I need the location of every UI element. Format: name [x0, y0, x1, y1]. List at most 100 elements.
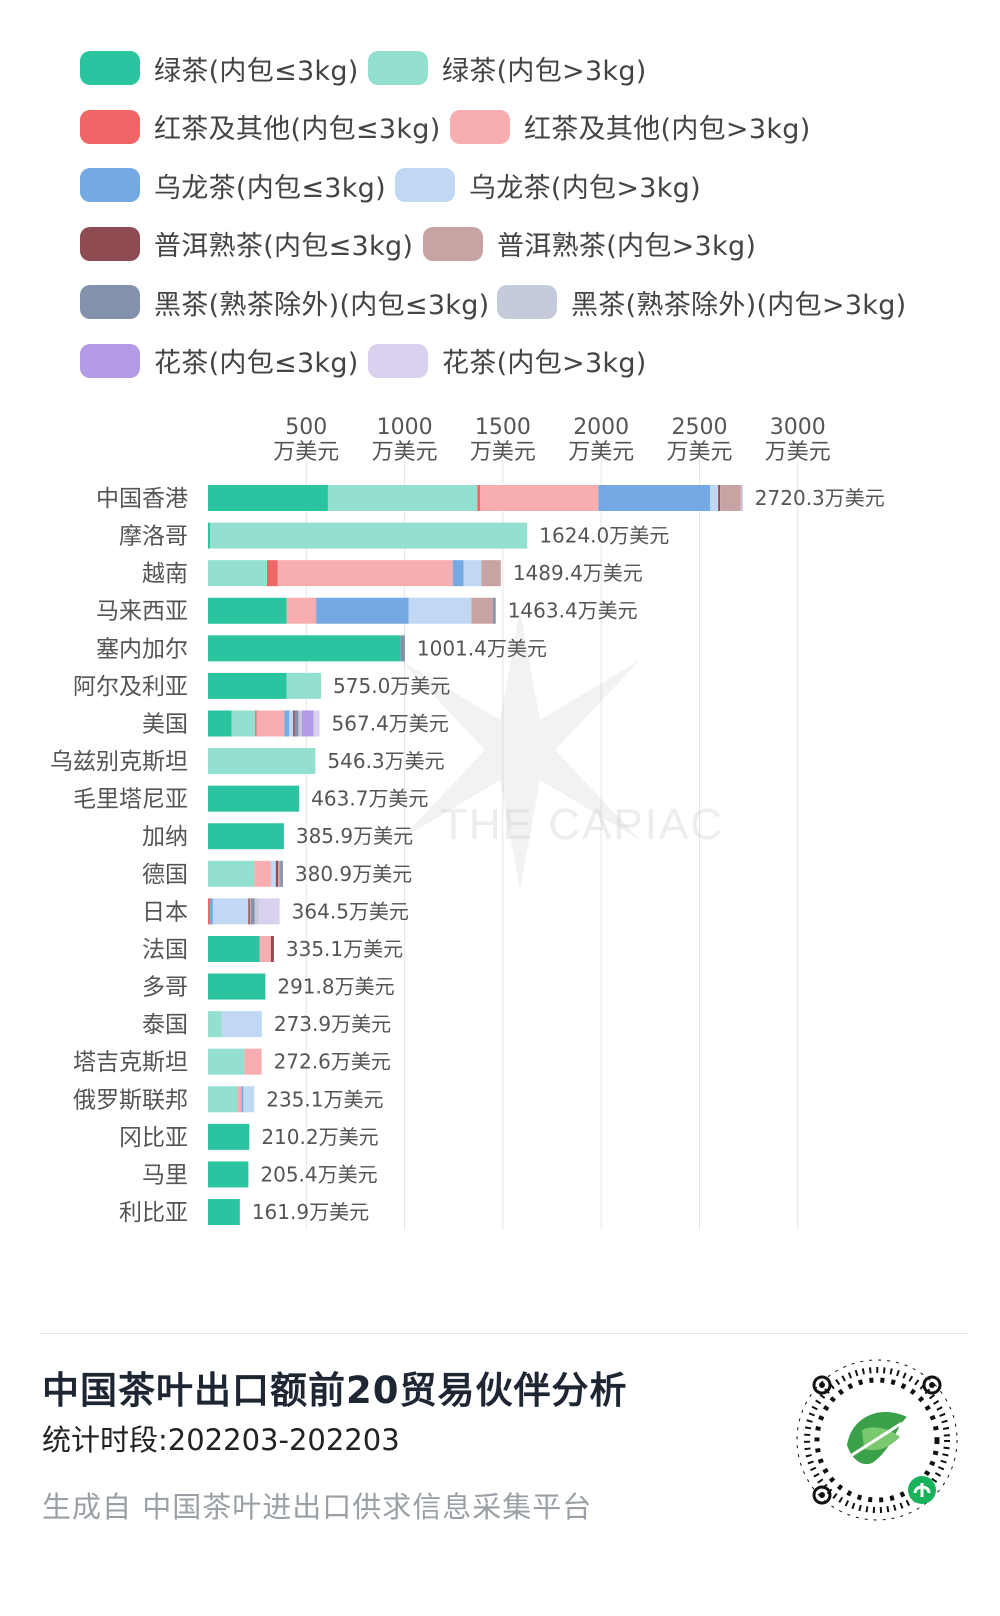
- value-label: 364.5万美元: [292, 899, 409, 923]
- x-tick-label: 万美元: [273, 440, 339, 465]
- legend-swatch: [423, 226, 483, 261]
- category-label: 塔吉克斯坦: [73, 1050, 188, 1076]
- stacked-bar-chart: 500 万美元 1000 万美元 1500 万美元 2000 万美元 2500 万美元 3000 万美…: [0, 400, 1000, 1300]
- legend-row: 乌龙茶(内包≤3kg) 乌龙茶(内包>3kg): [80, 165, 980, 224]
- report-period: 统计时段:202203-202203: [42, 1423, 400, 1457]
- bar-segment: [244, 1048, 262, 1075]
- bar-segment: [208, 1199, 240, 1226]
- bar-segment: [289, 710, 294, 737]
- category-label: 日本: [142, 899, 188, 925]
- legend-label: 花茶(内包≤3kg): [154, 348, 359, 380]
- x-tick-label: 万美元: [568, 440, 634, 465]
- value-label: 575.0万美元: [333, 674, 450, 698]
- bar-segment: [212, 898, 249, 925]
- legend-row: 黑茶(熟茶除外)(内包≤3kg) 黑茶(熟茶除外)(内包>3kg): [80, 282, 980, 341]
- legend-label: 红茶及其他(内包>3kg): [524, 114, 811, 146]
- bar-segment: [259, 898, 280, 925]
- bar-segment: [313, 710, 320, 737]
- bar-segment: [243, 1086, 255, 1113]
- bar-segment: [208, 1161, 249, 1188]
- bar-segment: [208, 485, 328, 511]
- value-label: 205.4万美元: [260, 1162, 377, 1186]
- x-tick-label: 2500: [672, 415, 728, 440]
- bar-segment: [286, 597, 317, 624]
- legend-item[interactable]: 普洱熟茶(内包>3kg): [423, 224, 756, 264]
- legend-item[interactable]: 黑茶(熟茶除外)(内包>3kg): [497, 282, 907, 322]
- bar-segment: [208, 560, 267, 587]
- bar-segment: [248, 898, 250, 925]
- bar-segment: [471, 597, 494, 624]
- bar-segment: [231, 710, 256, 737]
- x-tick-label: 1000: [377, 415, 433, 440]
- legend-label: 乌龙茶(内包>3kg): [469, 172, 701, 204]
- value-label: 291.8万美元: [277, 975, 394, 999]
- value-label: 546.3万美元: [327, 749, 444, 773]
- bar-segment: [208, 860, 255, 887]
- bar-segment: [481, 560, 501, 587]
- bar-segment: [270, 935, 274, 962]
- bar-segment: [710, 485, 719, 511]
- mini-program-qr-code[interactable]: [792, 1355, 962, 1525]
- legend-item[interactable]: 花茶(内包>3kg): [368, 341, 647, 381]
- category-label: 法国: [142, 937, 188, 963]
- value-label: 335.1万美元: [286, 937, 403, 961]
- bar-segment: [278, 860, 281, 887]
- bar-segment: [208, 785, 300, 812]
- bar-segment: [259, 935, 271, 962]
- value-label: 385.9万美元: [296, 824, 413, 848]
- value-label: 235.1万美元: [266, 1087, 383, 1111]
- category-label: 中国香港: [96, 486, 188, 512]
- value-label: 210.2万美元: [261, 1125, 378, 1149]
- legend-swatch: [80, 343, 140, 378]
- footer-divider: [40, 1333, 968, 1334]
- value-label: 463.7万美元: [311, 787, 428, 811]
- bar-segment: [254, 860, 271, 887]
- legend-row: 普洱熟茶(内包≤3kg) 普洱熟茶(内包>3kg): [80, 224, 980, 283]
- legend-swatch: [80, 285, 140, 320]
- legend-item[interactable]: 乌龙茶(内包>3kg): [395, 165, 701, 205]
- bar-segment: [208, 710, 232, 737]
- bar-segment: [400, 635, 405, 662]
- category-label: 摩洛哥: [119, 524, 188, 550]
- category-label: 马来西亚: [96, 599, 188, 625]
- bar-segment: [208, 597, 287, 624]
- category-label: 泰国: [142, 1012, 188, 1038]
- legend-swatch: [368, 51, 428, 85]
- bar-segment: [718, 485, 721, 511]
- legend-item[interactable]: 红茶及其他(内包≤3kg): [80, 107, 441, 147]
- legend-row: 绿茶(内包≤3kg) 绿茶(内包>3kg): [80, 48, 980, 107]
- category-label: 美国: [142, 711, 188, 737]
- legend-item[interactable]: 乌龙茶(内包≤3kg): [80, 165, 386, 205]
- x-tick-label: 1500: [475, 415, 531, 440]
- legend-item[interactable]: 绿茶(内包≤3kg): [80, 48, 359, 88]
- bar-segment: [208, 1123, 250, 1150]
- legend-label: 黑茶(熟茶除外)(内包≤3kg): [154, 289, 490, 321]
- x-tick-label: 万美元: [470, 440, 536, 465]
- bar-segment: [480, 485, 599, 511]
- x-tick-label: 3000: [770, 415, 826, 440]
- category-label: 乌兹别克斯坦: [50, 749, 188, 775]
- report-source: 生成自 中国茶叶进出口供求信息采集平台: [42, 1490, 593, 1524]
- category-label: 毛里塔尼亚: [73, 787, 188, 813]
- bar-segment: [740, 485, 743, 511]
- legend-item[interactable]: 普洱熟茶(内包≤3kg): [80, 224, 413, 264]
- legend-item[interactable]: 花茶(内包≤3kg): [80, 341, 359, 381]
- legend-item[interactable]: 黑茶(熟茶除外)(内包≤3kg): [80, 282, 490, 322]
- legend-swatch: [80, 226, 140, 261]
- bar-segment: [250, 898, 255, 925]
- bar-segment: [301, 710, 314, 737]
- bar-segment: [286, 672, 322, 699]
- legend-item[interactable]: 绿茶(内包>3kg): [368, 48, 647, 88]
- bar-segment: [477, 485, 481, 511]
- legend-label: 普洱熟茶(内包≤3kg): [154, 231, 414, 263]
- legend-label: 花茶(内包>3kg): [442, 348, 647, 380]
- legend-item[interactable]: 红茶及其他(内包>3kg): [450, 107, 811, 147]
- category-label: 越南: [142, 561, 188, 587]
- value-label: 2720.3万美元: [755, 486, 885, 510]
- legend-swatch: [450, 109, 510, 144]
- bar-segment: [255, 710, 257, 737]
- bar-segment: [463, 560, 482, 587]
- category-label: 利比亚: [119, 1200, 188, 1226]
- bar-segment: [316, 597, 409, 624]
- bar-segment: [237, 1086, 242, 1113]
